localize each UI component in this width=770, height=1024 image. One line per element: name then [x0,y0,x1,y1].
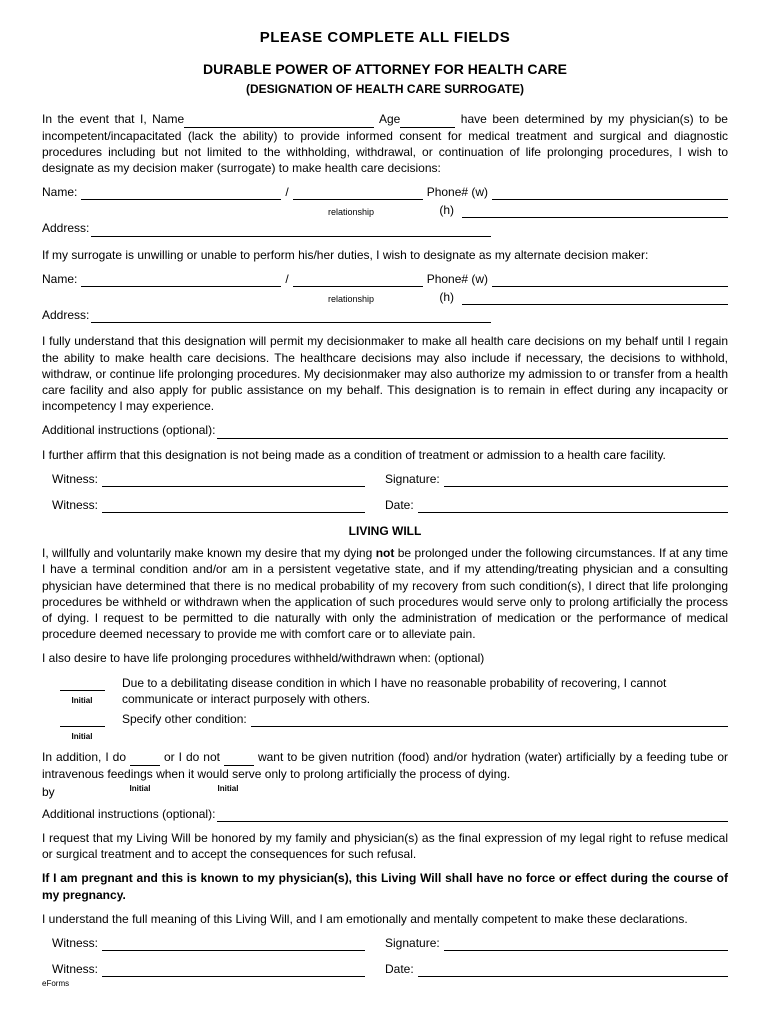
additional-instructions-blank[interactable] [217,438,728,439]
header-title: DURABLE POWER OF ATTORNEY FOR HEALTH CAR… [42,60,728,79]
eforms-footer: eForms [42,979,728,990]
name-blank[interactable] [184,127,374,128]
additional-instructions-label: Additional instructions (optional): [42,422,215,438]
name-label: Name: [42,184,77,200]
opt1-row: Initial Due to a debilitating disease co… [42,675,728,707]
lw-additional-row: Additional instructions (optional): [42,806,728,822]
living-will-title: LIVING WILL [42,523,728,539]
alt-address-blank[interactable] [91,322,491,323]
surrogate-name-row: Name: / Phone# (w) [42,184,728,200]
sig-row-1: Witness: Signature: [42,471,728,487]
witness-label-1: Witness: [52,471,98,487]
nutrition-b: or I do not [160,750,224,764]
header-subtitle: (DESIGNATION OF HEALTH CARE SURROGATE) [42,81,728,97]
lw-date-label: Date: [385,961,414,977]
phone-h-blank[interactable] [462,217,728,218]
relationship-label: relationship [286,206,416,218]
opt2-initial-blank[interactable] [60,726,105,727]
witness-blank-2[interactable] [102,512,365,513]
do-initial-label: Initial [125,784,155,800]
opt1-initial-label: Initial [72,696,93,705]
nutrition-a: In addition, I do [42,750,130,764]
lw-p1a: I, willfully and voluntarily make known … [42,546,376,560]
age-blank[interactable] [400,127,455,128]
lw-not: not [376,546,395,560]
lw-witness-blank-1[interactable] [102,950,365,951]
alt-phone-h-label: (h) [416,289,458,305]
lw-p1b: be prolonged under the following circums… [42,546,728,641]
opt1-text: Due to a debilitating disease condition … [122,675,728,707]
alt-name-row: Name: / Phone# (w) [42,271,728,287]
alt-rel-blank[interactable] [293,286,423,287]
lw-witness-label-2: Witness: [52,961,98,977]
nutrition-labels: by Initial Initial [42,784,728,800]
slash: / [285,184,288,200]
opt1-initial-blank[interactable] [60,690,105,691]
phone-h-label: (h) [416,202,458,218]
lw-witness-blank-2[interactable] [102,976,365,977]
lw-date-blank[interactable] [418,976,728,977]
sig-row-2: Witness: Date: [42,497,728,513]
alternate-intro: If my surrogate is unwilling or unable t… [42,247,728,263]
donot-blank[interactable] [224,765,254,766]
donot-initial-label: Initial [213,784,243,800]
do-blank[interactable] [130,765,160,766]
surrogate-address-row: Address: [42,220,728,236]
living-will-p2: I also desire to have life prolonging pr… [42,650,728,666]
opt2-initial-label: Initial [72,732,93,741]
address-label: Address: [42,220,89,236]
alt-name-blank[interactable] [81,286,281,287]
by-label: by [42,784,57,800]
signature-label: Signature: [385,471,440,487]
date-label: Date: [385,497,414,513]
understanding-para: I fully understand that this designation… [42,333,728,414]
opt2-blank[interactable] [251,726,728,727]
intro-mid: Age [374,112,400,126]
opt2-row: Initial Specify other condition: [42,711,728,743]
nutrition-c: want to be given nutrition (food) and/or… [42,750,728,780]
lw-signature-label: Signature: [385,935,440,951]
nutrition-para: In addition, I do or I do not want to be… [42,749,728,781]
intro-prefix: In the event that I, Name [42,112,184,126]
phone-w-blank[interactable] [492,199,728,200]
header-main: PLEASE COMPLETE ALL FIELDS [42,28,728,48]
phone-w-label: Phone# (w) [427,184,488,200]
witness-label-2: Witness: [52,497,98,513]
lw-witness-label-1: Witness: [52,935,98,951]
additional-instructions-row: Additional instructions (optional): [42,422,728,438]
signature-blank[interactable] [444,486,728,487]
alt-name-label: Name: [42,271,77,287]
alt-relationship-label: relationship [286,293,416,305]
alt-slash: / [285,271,288,287]
lw-sig-row-1: Witness: Signature: [42,935,728,951]
alt-phone-w-label: Phone# (w) [427,271,488,287]
surrogate-rel-blank[interactable] [293,199,423,200]
alt-address-row: Address: [42,307,728,323]
lw-additional-label: Additional instructions (optional): [42,806,215,822]
lw-sig-row-2: Witness: Date: [42,961,728,977]
address-blank[interactable] [91,236,491,237]
witness-blank-1[interactable] [102,486,365,487]
alt-address-label: Address: [42,307,89,323]
date-blank[interactable] [418,512,728,513]
opt2-text: Specify other condition: [122,711,247,727]
lw-signature-blank[interactable] [444,950,728,951]
intro-paragraph: In the event that I, Name Age have been … [42,111,728,176]
alt-row2: relationship (h) [42,289,728,305]
lw-additional-blank[interactable] [217,821,728,822]
alt-phone-h-blank[interactable] [462,304,728,305]
pregnant-para: If I am pregnant and this is known to my… [42,870,728,902]
alt-phone-w-blank[interactable] [492,286,728,287]
competent-para: I understand the full meaning of this Li… [42,911,728,927]
surrogate-row2: relationship (h) [42,202,728,218]
honor-para: I request that my Living Will be honored… [42,830,728,862]
living-will-p1: I, willfully and voluntarily make known … [42,545,728,642]
affirm-para: I further affirm that this designation i… [42,447,728,463]
surrogate-name-blank[interactable] [81,199,281,200]
